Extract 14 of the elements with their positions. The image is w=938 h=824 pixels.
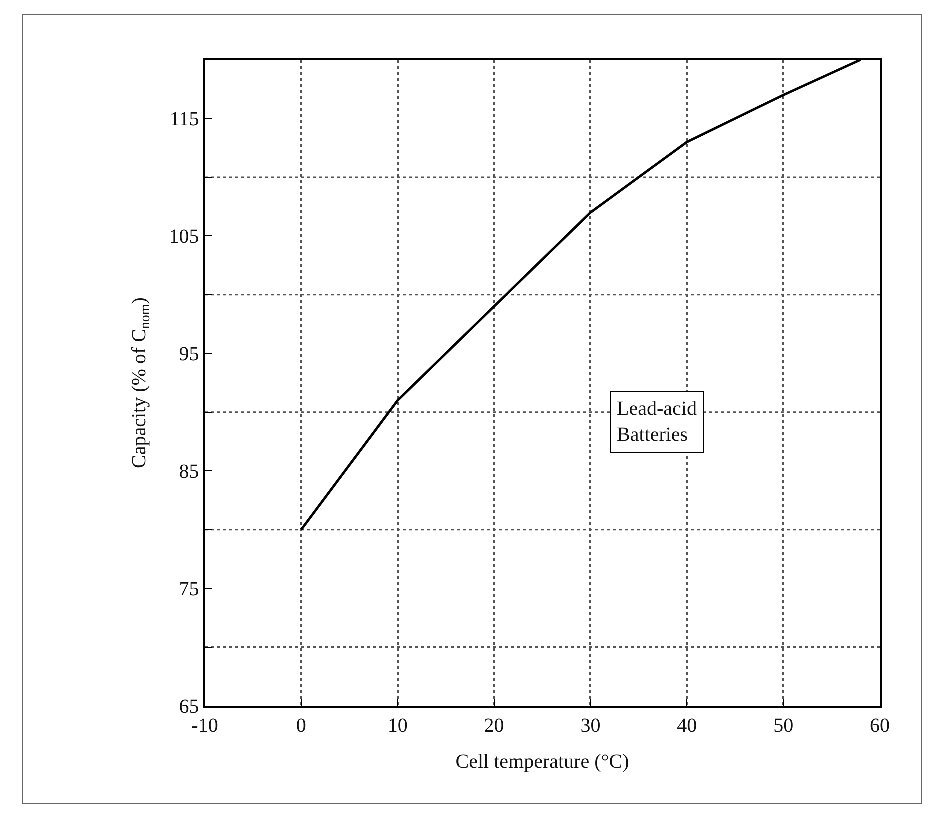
x-tick-label: 10 [388,714,408,737]
y-tick-label: 75 [179,578,200,601]
y-tick-label: 115 [170,108,200,131]
y-tick-label: 105 [169,226,200,248]
x-axis-title: Cell temperature (°C) [456,750,630,773]
y-tick-label: 95 [179,344,200,366]
y-tick-label: 85 [179,461,200,484]
x-tick-label: 60 [870,714,890,737]
x-tick-label: 40 [677,714,698,737]
x-tick-label: 0 [296,714,306,737]
annotation: Lead-acid Batteries [617,398,697,446]
x-tick-label: 30 [580,714,601,737]
x-tick-label: 50 [774,714,794,737]
x-tick-label: 20 [484,714,504,737]
